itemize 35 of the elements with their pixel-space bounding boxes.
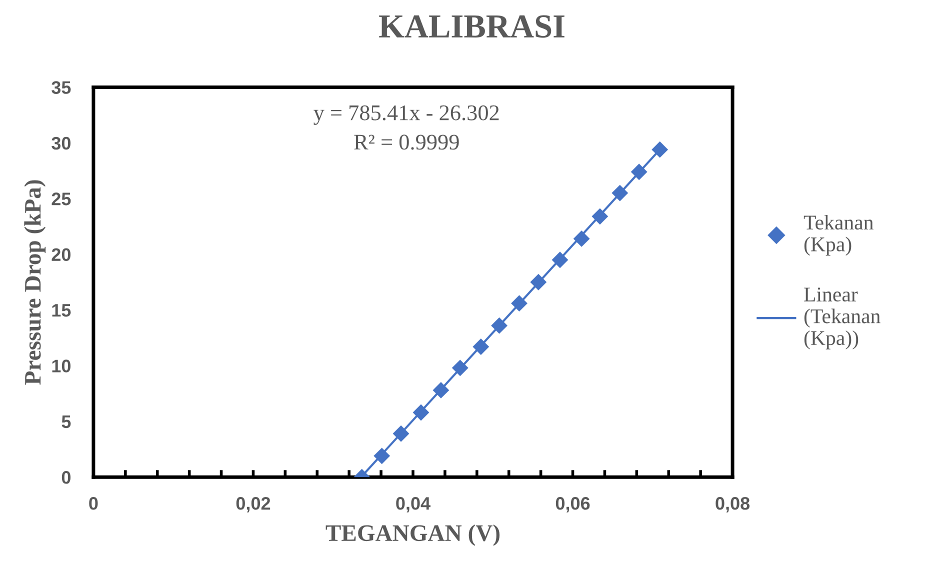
- y-tick-label: 15: [52, 304, 71, 317]
- y-tick-label: 30: [52, 136, 70, 150]
- x-tick-label: 0,04: [396, 497, 430, 512]
- point: [472, 338, 490, 355]
- point: [612, 184, 628, 202]
- point: [392, 425, 410, 442]
- y-tick-label: 10: [52, 360, 70, 372]
- point: [374, 448, 390, 464]
- chart-title: KALIBRASI: [379, 15, 564, 38]
- annotation: y = 785.41x - 26.302: [314, 105, 499, 125]
- x-tick-label: 0: [89, 497, 98, 510]
- y-tick-label: 0: [62, 471, 70, 484]
- point: [592, 208, 608, 225]
- y-tick-label: 5: [62, 416, 71, 428]
- point: [530, 274, 547, 290]
- point: [452, 360, 468, 376]
- point: [511, 295, 528, 312]
- point: [432, 382, 450, 398]
- x-axis-title: TEGANGAN (V): [326, 524, 500, 546]
- legend-label: Tekanan (Kpa): [804, 214, 874, 256]
- point: [412, 404, 430, 421]
- point: [573, 230, 590, 247]
- point: [552, 252, 568, 268]
- y-axis-title: Pressure Drop (kPa): [24, 180, 46, 385]
- x-tick-label: 0,02: [236, 497, 270, 512]
- point: [491, 317, 508, 334]
- x-tick-label: 0,06: [556, 497, 590, 512]
- legend-label: Linear (Tekanan (Kpa)): [804, 288, 880, 350]
- x-tick-label: 0,08: [716, 497, 750, 512]
- point: [630, 164, 648, 180]
- annotation: R² = 0.9999: [354, 134, 459, 150]
- y-tick-label: 20: [52, 248, 70, 262]
- point: [652, 141, 668, 158]
- y-tick-label: 35: [52, 81, 71, 94]
- y-tick-label: 25: [52, 192, 71, 206]
